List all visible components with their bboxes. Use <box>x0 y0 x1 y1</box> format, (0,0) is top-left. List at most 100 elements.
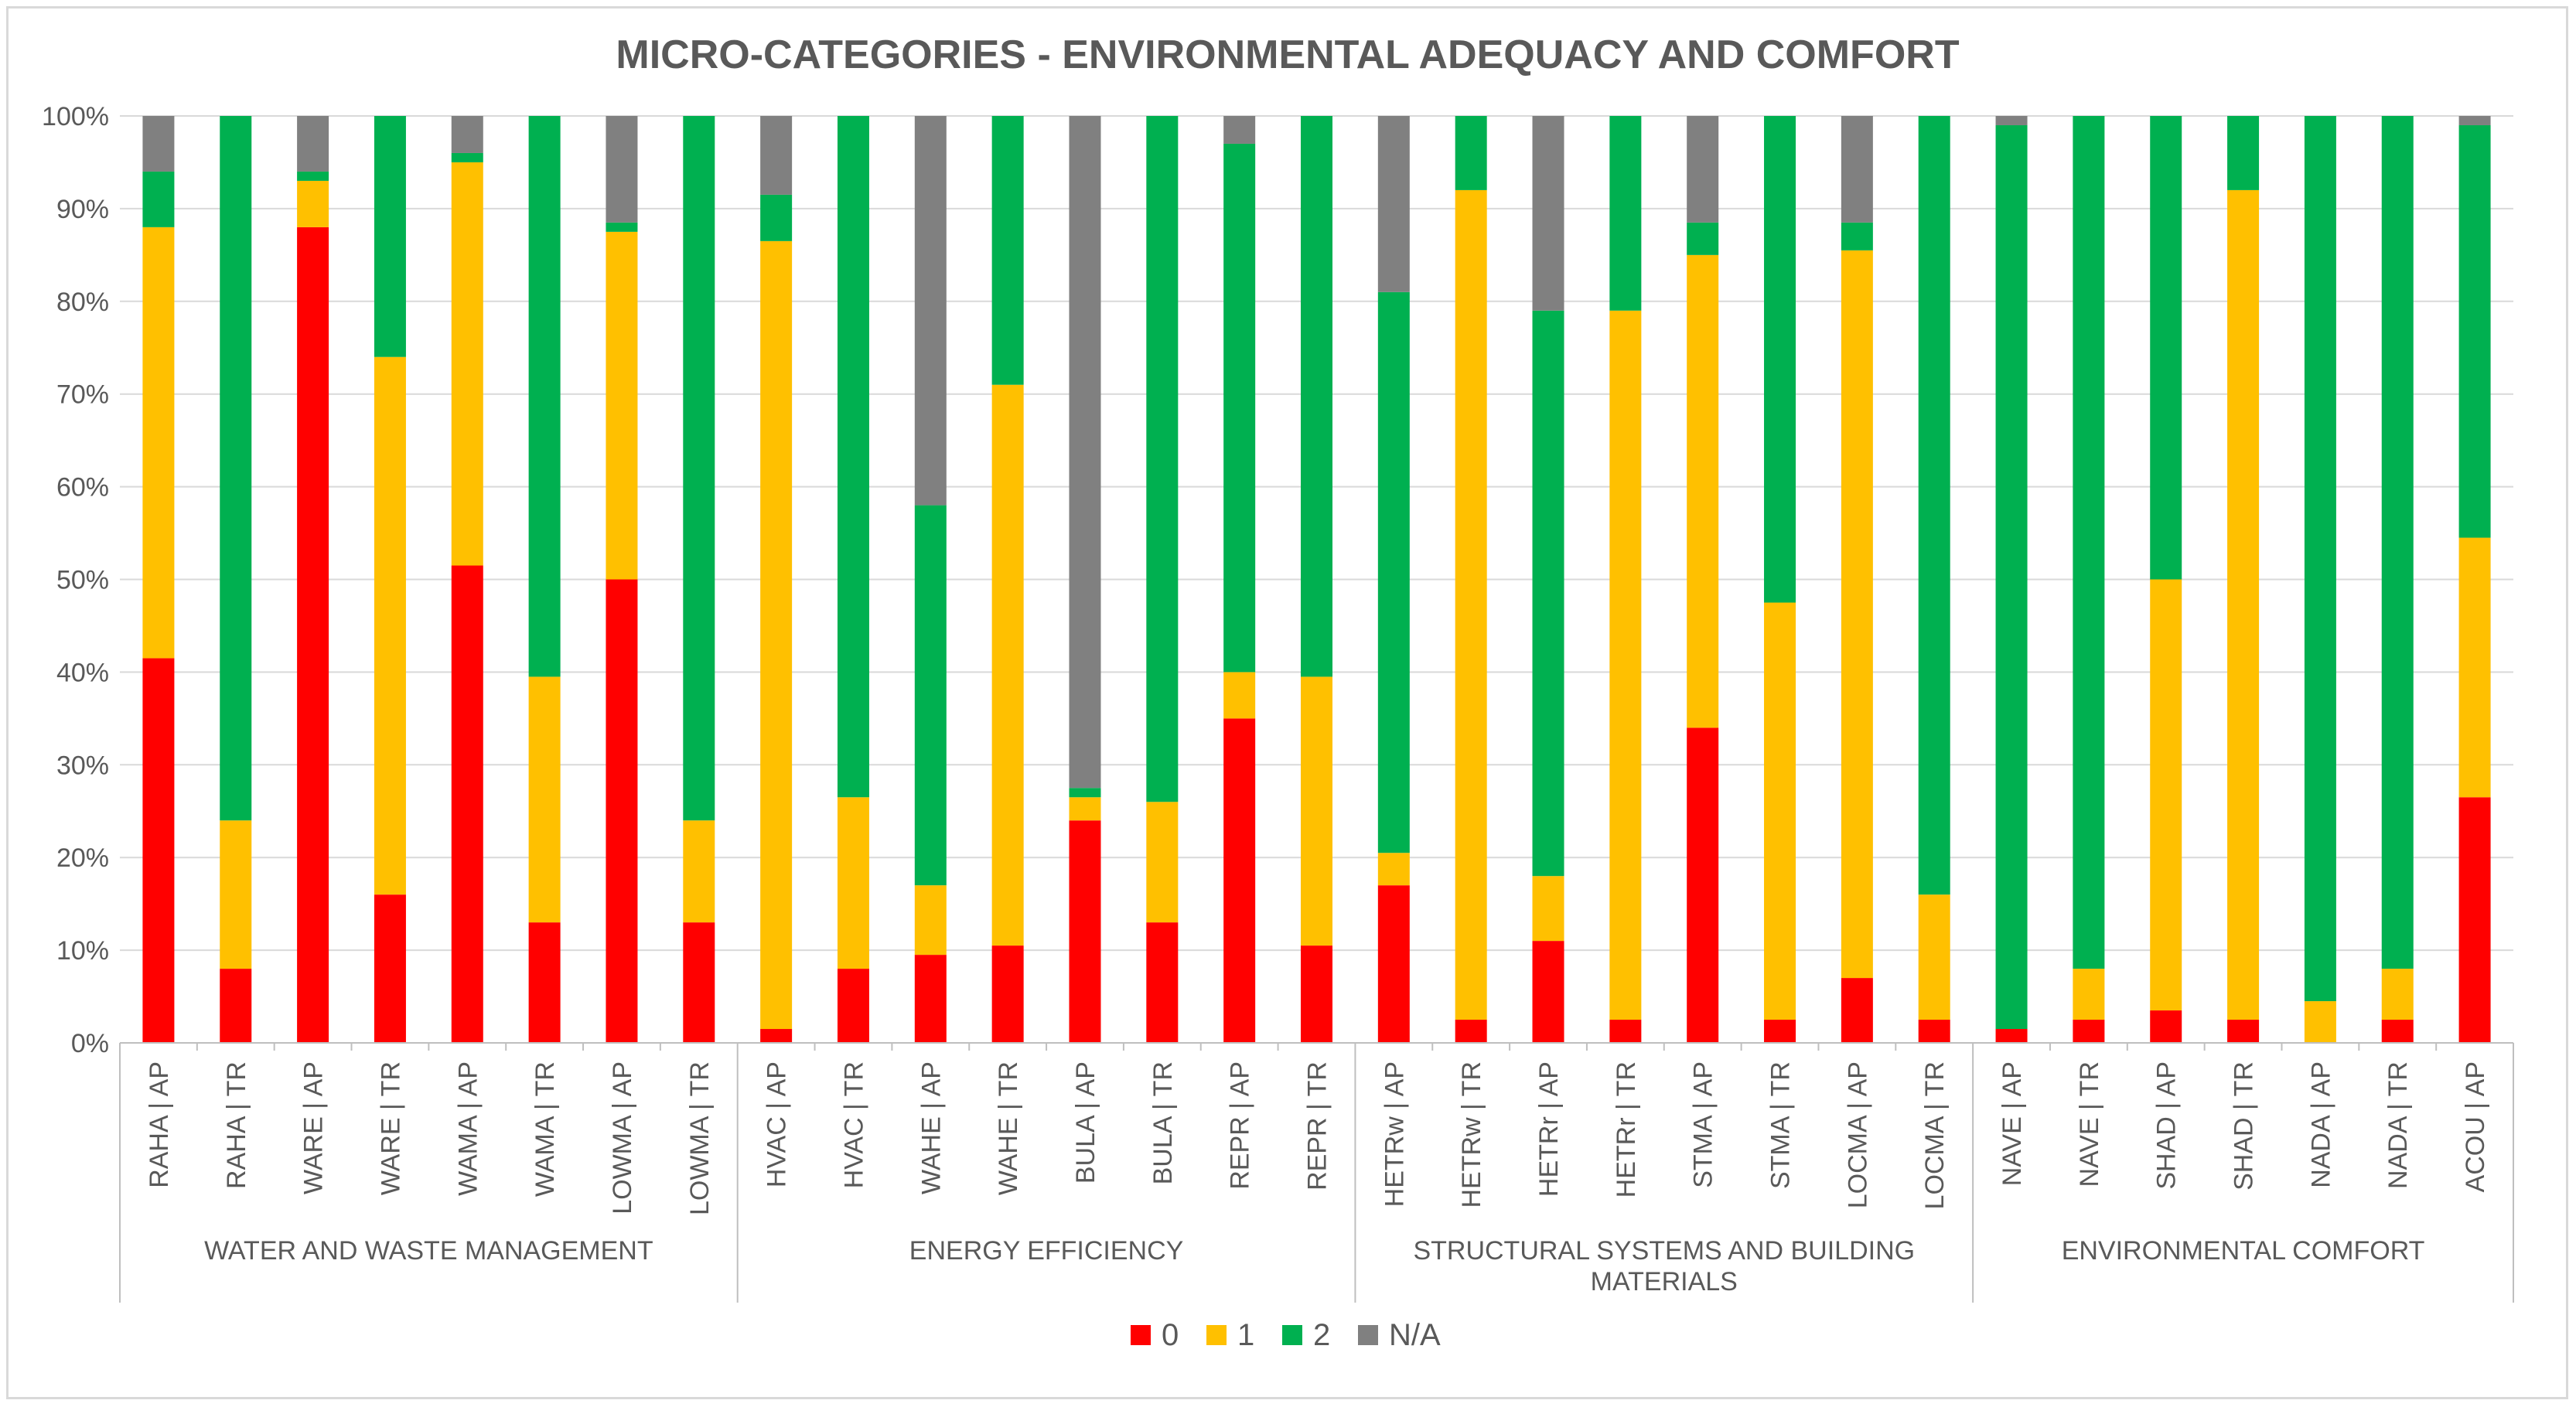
category-label: SHAD | TR <box>2230 1061 2259 1191</box>
bar-segment <box>374 894 406 1043</box>
bar-segment <box>142 171 175 227</box>
bar-segment <box>2227 1020 2260 1043</box>
bar-segment <box>1455 189 1487 1020</box>
category-label: HETRr | AP <box>1534 1061 1564 1197</box>
bar-segment <box>2150 579 2182 1011</box>
group-label: ENERGY EFFICIENCY <box>909 1236 1184 1266</box>
legend-swatch <box>1131 1325 1151 1345</box>
bar-segment <box>1764 602 1796 1020</box>
bar-segment <box>528 922 561 1043</box>
bar-segment <box>1377 885 1410 1043</box>
bar-segment <box>142 227 175 659</box>
bar-segment <box>1301 676 1332 946</box>
bar-segment <box>683 820 715 923</box>
bar-segment <box>1455 116 1487 190</box>
category-label: SHAD | AP <box>2152 1061 2182 1190</box>
bar-segment <box>606 579 638 1043</box>
group-label: STRUCTURAL SYSTEMS AND BUILDING MATERIALS <box>1413 1236 1915 1296</box>
legend-label: 0 <box>1162 1318 1179 1352</box>
category-label: ACOU | AP <box>2461 1061 2490 1192</box>
y-tick-label: 90% <box>56 195 109 224</box>
bar-segment <box>2458 797 2491 1043</box>
category-label: HETRr | TR <box>1612 1061 1641 1197</box>
bar-segment <box>1995 116 2028 125</box>
bar-segment <box>2381 116 2414 969</box>
y-tick-label: 70% <box>56 380 109 410</box>
bar-segment <box>528 116 561 677</box>
bar-segment <box>914 116 947 506</box>
bar-segment <box>1687 254 1719 728</box>
y-tick-label: 40% <box>56 658 109 687</box>
bar-segment <box>1609 1020 1642 1043</box>
legend-label: 2 <box>1313 1318 1330 1352</box>
y-tick-label: 20% <box>56 843 109 873</box>
bar-segment <box>220 969 252 1043</box>
bar-segment <box>991 116 1024 385</box>
legend-swatch <box>1358 1325 1378 1345</box>
category-label: HVAC | AP <box>763 1061 792 1187</box>
y-tick-label: 10% <box>56 936 109 966</box>
category-label: HVAC | TR <box>839 1061 868 1188</box>
bar-segment <box>2073 969 2105 1020</box>
bar-segment <box>2304 116 2336 1002</box>
bar-segment <box>297 180 329 227</box>
category-label: LOWMA | AP <box>608 1061 637 1215</box>
category-label: STMA | TR <box>1766 1061 1796 1189</box>
bars <box>142 116 2491 1043</box>
bar-segment <box>1069 116 1101 789</box>
category-label: STMA | AP <box>1689 1061 1718 1188</box>
bar-segment <box>1069 788 1101 798</box>
legend-label: N/A <box>1389 1318 1441 1352</box>
bar-segment <box>142 116 175 172</box>
category-label: WARE | TR <box>376 1061 405 1195</box>
bar-segment <box>297 116 329 172</box>
y-tick-label: 60% <box>56 473 109 502</box>
category-label: HETRw | AP <box>1380 1061 1409 1207</box>
bar-segment <box>220 820 252 969</box>
y-tick-label: 50% <box>56 566 109 595</box>
bar-segment <box>1995 1029 2028 1043</box>
bar-segment <box>914 885 947 956</box>
bar-segment <box>2458 116 2491 125</box>
bar-segment <box>914 955 947 1043</box>
bar-segment <box>1532 941 1564 1043</box>
category-label: LOCMA | AP <box>1843 1061 1872 1208</box>
bar-segment <box>451 565 483 1043</box>
bar-segment <box>760 194 793 241</box>
bar-segment <box>1301 945 1332 1043</box>
category-label: HETRw | TR <box>1457 1061 1486 1208</box>
bar-segment <box>2458 537 2491 798</box>
bar-segment <box>2150 1010 2182 1043</box>
category-label: BULA | TR <box>1148 1061 1178 1184</box>
category-label: NAVE | AP <box>1998 1061 2027 1186</box>
bar-segment <box>2227 189 2260 1020</box>
bar-segment <box>606 231 638 580</box>
category-label: WAHE | AP <box>916 1061 946 1194</box>
bar-segment <box>1377 116 1410 292</box>
category-label: LOWMA | TR <box>685 1061 715 1215</box>
bar-segment <box>1687 222 1719 255</box>
bar-segment <box>528 676 561 923</box>
x-axis <box>119 1042 2514 1303</box>
category-label: BULA | AP <box>1071 1061 1100 1184</box>
bar-segment <box>1146 922 1179 1043</box>
bar-segment <box>1687 727 1719 1043</box>
bar-segment <box>2304 1001 2336 1043</box>
chart-frame <box>6 6 2568 1399</box>
category-label: RAHA | TR <box>222 1061 251 1189</box>
category-label: WAHE | TR <box>994 1061 1023 1195</box>
bar-segment <box>1532 310 1564 877</box>
bar-segment <box>2381 969 2414 1020</box>
y-tick-label: 30% <box>56 751 109 780</box>
bar-segment <box>1918 116 1950 895</box>
bar-segment <box>1223 143 1256 673</box>
category-labels: RAHA | AP RAHA | TR WARE | AP WARE | TR WAMA… <box>145 1061 2490 1215</box>
bar-segment <box>297 171 329 181</box>
bar-segment <box>606 116 638 223</box>
bar-segment <box>1455 1020 1487 1043</box>
y-tick-label: 100% <box>42 102 109 131</box>
bar-segment <box>2227 116 2260 190</box>
bar-segment <box>297 227 329 1043</box>
category-label: RAHA | AP <box>145 1061 174 1188</box>
